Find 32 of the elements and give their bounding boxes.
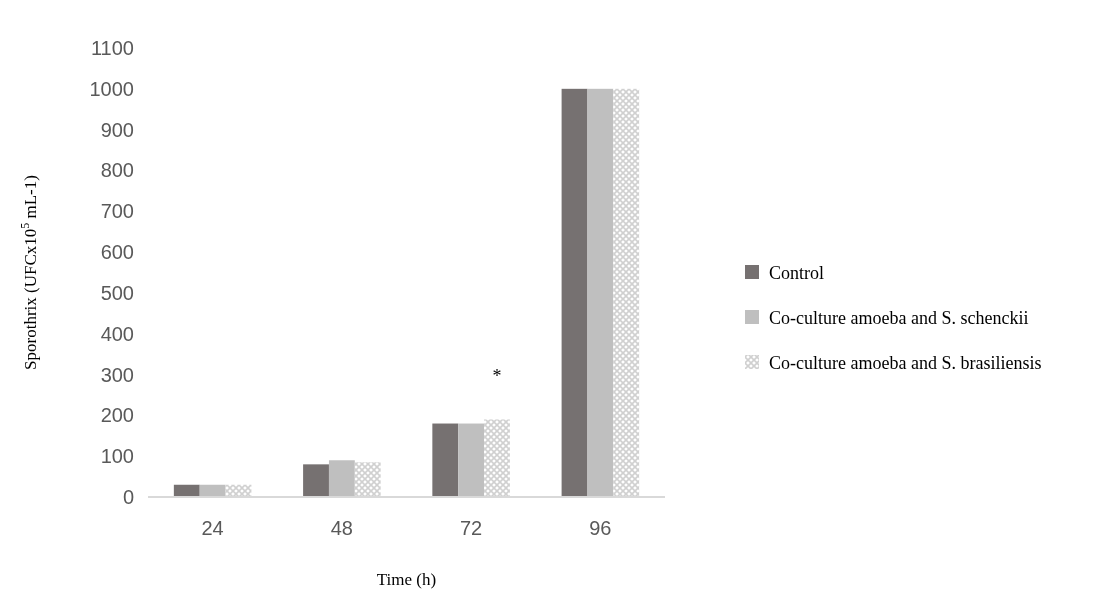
- bar: [484, 419, 510, 497]
- x-tick-label: 24: [201, 517, 224, 539]
- bar: [613, 88, 640, 497]
- annotation: *: [492, 366, 502, 386]
- y-tick-label: 1100: [90, 37, 134, 59]
- y-tick-label: 400: [100, 322, 134, 345]
- y-tick-label: 500: [100, 281, 134, 304]
- legend-label: Control: [769, 263, 825, 284]
- bar: [354, 462, 381, 497]
- x-tick-label: 96: [589, 517, 612, 539]
- y-tick-label: 700: [100, 200, 134, 223]
- bar: [561, 88, 588, 497]
- x-tick-label: 48: [330, 517, 353, 539]
- x-axis-title: Time (h): [376, 570, 437, 589]
- bar: [458, 423, 485, 497]
- y-tick-label: 600: [100, 241, 134, 264]
- legend-label: Co-culture amoeba and S. schenckii: [769, 308, 1029, 329]
- bar: [432, 423, 459, 497]
- y-tick-label: 900: [100, 118, 134, 141]
- bar: [303, 464, 329, 497]
- y-tick-label: 800: [100, 159, 134, 182]
- y-tick-label: 0: [122, 486, 134, 508]
- bar: [199, 484, 226, 497]
- bar: [587, 88, 614, 497]
- y-tick-label: 1000: [89, 77, 134, 100]
- legend-label: Co-culture amoeba and S. brasiliensis: [769, 353, 1042, 374]
- bar: [328, 460, 355, 497]
- x-tick-label: 72: [460, 517, 483, 539]
- bar: [173, 484, 200, 497]
- y-tick-label: 200: [100, 404, 134, 427]
- y-tick-label: 300: [100, 363, 134, 386]
- y-tick-label: 100: [100, 445, 134, 468]
